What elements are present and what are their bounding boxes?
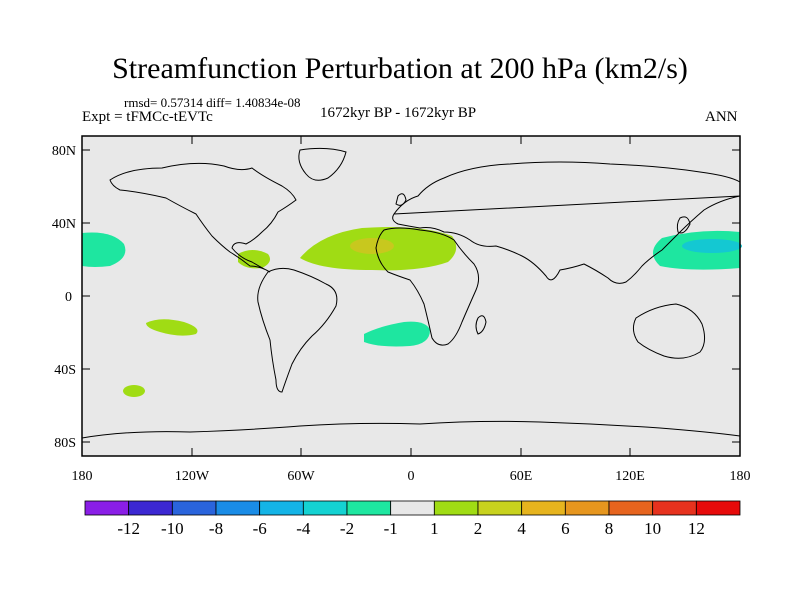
- anomaly-fields: [82, 227, 742, 397]
- period-label: 1672kyr BP - 1672kyr BP: [320, 105, 477, 121]
- colorbar-box-14: [695, 500, 741, 516]
- colorbar-label-1: -10: [161, 519, 184, 538]
- experiment-label: Expt = tFMCc-tEVTc: [82, 109, 213, 125]
- stats-line: rmsd= 0.57314 diff= 1.40834e-08: [124, 95, 301, 110]
- colorbar-label-13: 12: [688, 519, 705, 538]
- anomaly-south-pacific: [146, 319, 198, 336]
- colorbar-box-2: [171, 500, 217, 516]
- lon-label-180e: 180: [730, 469, 751, 484]
- anomaly-pacific-core: [682, 239, 742, 253]
- coast-japan: [676, 216, 691, 234]
- coast-australia: [632, 303, 706, 359]
- lon-label-180w: 180: [72, 469, 93, 484]
- anomaly-south-atlantic: [364, 321, 430, 347]
- anomaly-central-pacific-east: [82, 232, 126, 267]
- colorbar-label-5: -2: [340, 519, 354, 538]
- lon-label-60e: 60E: [510, 469, 533, 484]
- colorbar-box-9: [477, 500, 523, 516]
- anomaly-central-america: [238, 250, 270, 269]
- colorbar: -12 -10 -8 -6 -4 -2 -1 1 2 4 6 8 10 12: [84, 500, 741, 538]
- colorbar-label-3: -6: [253, 519, 267, 538]
- colorbar-label-7: 1: [430, 519, 439, 538]
- colorbar-label-9: 4: [517, 519, 526, 538]
- lon-label-120e: 120E: [615, 469, 645, 484]
- anomaly-atlantic-core: [350, 238, 394, 254]
- colorbar-box-7: [390, 500, 435, 516]
- colorbar-box-11: [564, 500, 610, 516]
- lon-ticks: [81, 136, 741, 456]
- colorbar-box-1: [128, 500, 173, 516]
- lon-label-0: 0: [408, 469, 415, 484]
- coast-antarctica: [81, 420, 741, 439]
- map-background: [82, 136, 740, 456]
- colorbar-label-0: -12: [117, 519, 140, 538]
- coast-south-america: [257, 267, 338, 393]
- anomaly-southern-ocean: [123, 385, 145, 397]
- colorbar-box-12: [608, 500, 654, 516]
- colorbar-label-4: -4: [296, 519, 311, 538]
- coast-africa: [375, 227, 480, 346]
- lat-ticks: [82, 149, 740, 443]
- lat-label-80s: 80S: [54, 436, 76, 451]
- lat-label-80n: 80N: [52, 144, 76, 159]
- lon-label-60w: 60W: [287, 469, 315, 484]
- colorbar-box-10: [521, 500, 566, 516]
- colorbar-label-10: 6: [561, 519, 570, 538]
- coast-uk: [395, 193, 407, 206]
- lat-label-equator: 0: [65, 290, 72, 305]
- colorbar-label-12: 10: [644, 519, 661, 538]
- coast-europe-asia: [392, 161, 741, 284]
- lon-label-120w: 120W: [175, 469, 210, 484]
- lat-label-40s: 40S: [54, 363, 76, 378]
- lat-label-40n: 40N: [52, 217, 76, 232]
- colorbar-label-2: -8: [209, 519, 223, 538]
- colorbar-box-3: [215, 500, 261, 516]
- colorbar-box-13: [652, 500, 697, 516]
- colorbar-box-0: [84, 500, 130, 516]
- season-label: ANN: [705, 109, 738, 125]
- colorbar-box-4: [259, 500, 304, 516]
- colorbar-box-6: [346, 500, 392, 516]
- coast-greenland: [298, 147, 347, 181]
- colorbar-box-8: [433, 500, 479, 516]
- colorbar-label-6: -1: [384, 519, 398, 538]
- chart-title: Streamfunction Perturbation at 200 hPa (…: [112, 52, 688, 85]
- coastlines: [81, 147, 741, 439]
- colorbar-label-8: 2: [474, 519, 483, 538]
- coast-north-america: [109, 162, 297, 273]
- colorbar-box-5: [302, 500, 348, 516]
- coast-madagascar: [475, 315, 487, 335]
- colorbar-label-11: 8: [605, 519, 614, 538]
